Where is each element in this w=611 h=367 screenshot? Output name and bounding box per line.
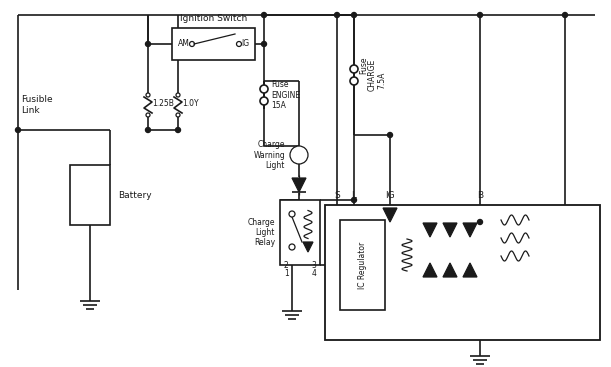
Circle shape	[350, 77, 358, 85]
Text: 1.0Y: 1.0Y	[182, 98, 199, 108]
Circle shape	[175, 127, 180, 132]
Text: IC Regulator: IC Regulator	[358, 241, 367, 288]
Circle shape	[478, 12, 483, 18]
Circle shape	[351, 197, 356, 203]
Circle shape	[563, 12, 568, 18]
Circle shape	[146, 113, 150, 117]
Polygon shape	[463, 223, 477, 237]
Polygon shape	[443, 223, 457, 237]
Text: 7.5A: 7.5A	[377, 71, 386, 89]
Text: Charge
Warning
Light: Charge Warning Light	[253, 140, 285, 170]
Circle shape	[15, 127, 21, 132]
Text: CHARGE: CHARGE	[368, 59, 377, 91]
Text: S: S	[334, 191, 340, 200]
Text: L: L	[351, 191, 356, 200]
Circle shape	[262, 12, 266, 18]
Text: Charge
Light
Relay: Charge Light Relay	[247, 218, 275, 247]
Polygon shape	[443, 263, 457, 277]
Circle shape	[262, 41, 266, 47]
Polygon shape	[423, 263, 437, 277]
Polygon shape	[292, 178, 306, 192]
Circle shape	[176, 93, 180, 97]
Circle shape	[145, 41, 150, 47]
Text: 4: 4	[311, 269, 316, 278]
Text: Fusible
Link: Fusible Link	[21, 95, 53, 115]
Text: Battery: Battery	[118, 190, 152, 200]
Circle shape	[350, 65, 358, 73]
Circle shape	[334, 12, 340, 18]
Circle shape	[176, 113, 180, 117]
Polygon shape	[463, 263, 477, 277]
Text: AM: AM	[178, 40, 190, 48]
Text: Fuse: Fuse	[359, 56, 368, 74]
Text: Fuse
ENGINE
15A: Fuse ENGINE 15A	[271, 80, 300, 110]
Bar	[280, 200, 320, 265]
Circle shape	[289, 211, 295, 217]
Bar	[325, 205, 600, 340]
Circle shape	[290, 146, 308, 164]
Polygon shape	[423, 223, 437, 237]
Circle shape	[260, 97, 268, 105]
Circle shape	[351, 12, 356, 18]
Text: 1.25B: 1.25B	[152, 98, 174, 108]
Circle shape	[146, 93, 150, 97]
Text: IG: IG	[241, 40, 249, 48]
Bar	[172, 28, 255, 60]
Polygon shape	[303, 242, 313, 252]
Circle shape	[260, 85, 268, 93]
Text: 3: 3	[311, 261, 316, 270]
Circle shape	[387, 132, 392, 138]
Polygon shape	[383, 208, 397, 222]
Text: 2: 2	[284, 261, 289, 270]
Bar	[70, 165, 110, 225]
Circle shape	[289, 244, 295, 250]
Text: Ignition Switch: Ignition Switch	[180, 14, 247, 23]
Circle shape	[236, 41, 241, 47]
Text: B: B	[477, 191, 483, 200]
Circle shape	[145, 127, 150, 132]
Text: IG: IG	[385, 191, 395, 200]
Circle shape	[189, 41, 194, 47]
Circle shape	[478, 219, 483, 225]
Bar	[340, 220, 385, 310]
Text: 1: 1	[284, 269, 289, 278]
